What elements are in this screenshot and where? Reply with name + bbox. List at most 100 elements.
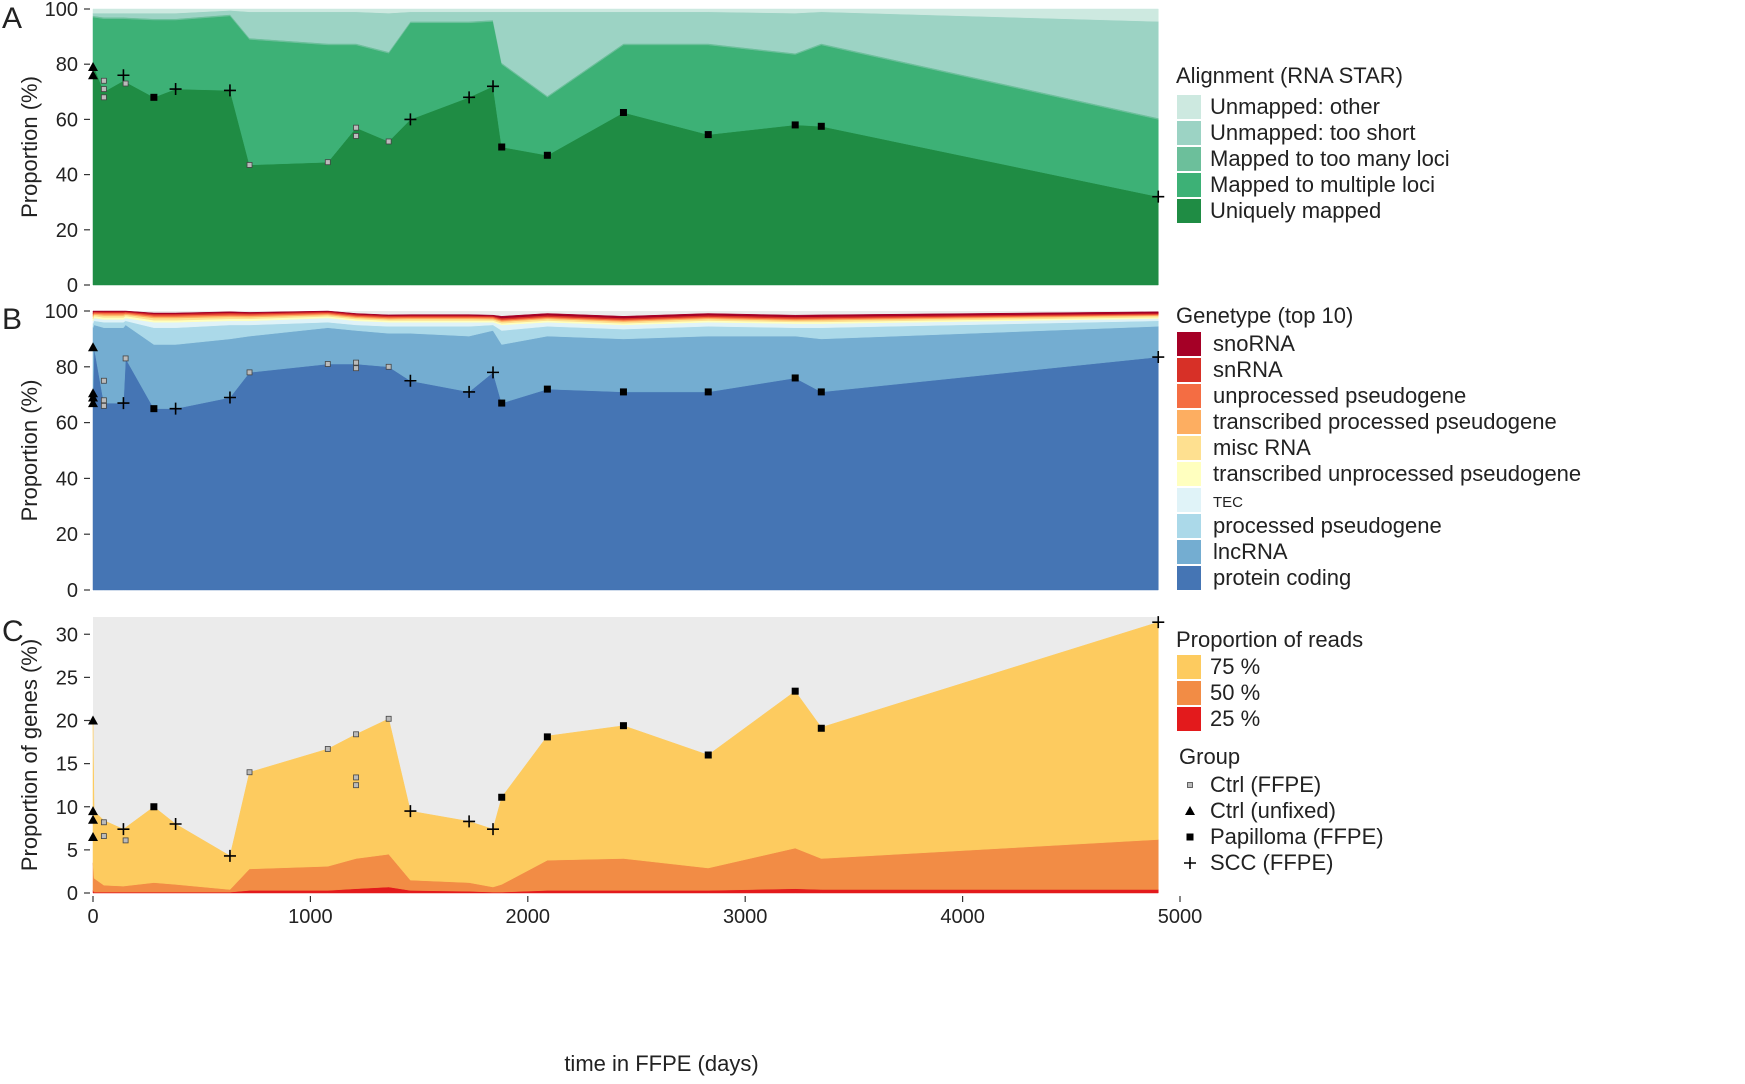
marker-triangle bbox=[88, 398, 98, 408]
marker-plus bbox=[169, 402, 182, 415]
marker-plus bbox=[117, 397, 130, 410]
x-tick-label: 3000 bbox=[723, 906, 768, 928]
marker-square bbox=[543, 733, 551, 741]
y-tick-label: 80 bbox=[56, 357, 78, 379]
marker-ctrl-ffpe bbox=[100, 402, 107, 409]
legend-swatch-mapped-to-too-many-loci bbox=[1177, 147, 1201, 171]
marker-triangle bbox=[88, 831, 98, 841]
marker-plus bbox=[404, 374, 417, 387]
y-tick-label: 15 bbox=[56, 754, 78, 776]
y-axis-title: Proportion (%) bbox=[17, 380, 42, 522]
panel-b: 0 20 40 60 80 100 Proportion (%) B Genetype (top… bbox=[2, 301, 1581, 602]
marker-plus bbox=[1152, 190, 1165, 203]
y-tick-label: 20 bbox=[56, 711, 78, 733]
marker-plus bbox=[117, 69, 130, 82]
marker-ctrl-ffpe bbox=[100, 94, 107, 101]
y-tick-label: 100 bbox=[45, 0, 78, 21]
marker-plus bbox=[169, 818, 182, 830]
marker-ctrl-ffpe bbox=[100, 833, 107, 839]
panel-letter: C bbox=[2, 615, 24, 648]
marker-triangle bbox=[88, 814, 98, 824]
marker-ctrl-ffpe bbox=[385, 138, 392, 145]
marker-ctrl-ffpe bbox=[122, 80, 129, 87]
area-snorna bbox=[92, 310, 1159, 319]
marker-square bbox=[619, 722, 627, 730]
legend-title: Genetype (top 10) bbox=[1176, 303, 1353, 328]
marker-square bbox=[704, 388, 712, 396]
legend-a: Alignment (RNA STAR) Unmapped: otherUnmap… bbox=[1176, 63, 1450, 223]
marker-square bbox=[817, 122, 825, 130]
y-tick-label: 0 bbox=[67, 275, 78, 297]
y-tick-label: 0 bbox=[67, 883, 78, 905]
y-tick-label: 20 bbox=[56, 524, 78, 546]
marker-plus bbox=[487, 80, 500, 93]
marker-plus bbox=[169, 83, 182, 96]
marker-square bbox=[817, 388, 825, 396]
marker-ctrl-ffpe bbox=[100, 77, 107, 84]
legend-swatch-snrna bbox=[1177, 358, 1201, 382]
marker-ctrl-ffpe bbox=[246, 369, 253, 376]
marker-square bbox=[619, 109, 627, 116]
marker-ctrl-ffpe bbox=[100, 377, 107, 384]
marker-square bbox=[150, 405, 158, 413]
marker-ctrl-ffpe bbox=[353, 365, 359, 372]
marker-ctrl-ffpe bbox=[324, 746, 331, 752]
legend-swatch-50 bbox=[1177, 681, 1201, 705]
legend-b: Genetype (top 10) snoRNAsnRNAunprocessed … bbox=[1176, 303, 1581, 590]
y-tick-label: 0 bbox=[67, 580, 78, 602]
marker-triangle bbox=[88, 806, 98, 816]
legend-label-tec: TEC bbox=[1213, 494, 1243, 511]
marker-square bbox=[498, 793, 506, 801]
marker-ctrl-ffpe bbox=[100, 86, 107, 92]
marker-ctrl-ffpe bbox=[385, 363, 392, 370]
legend-label-unprocessed-pseudogene: unprocessed pseudogene bbox=[1213, 383, 1466, 408]
marker-plus bbox=[1152, 351, 1165, 364]
marker-ctrl-ffpe bbox=[122, 837, 129, 844]
marker-plus bbox=[487, 366, 500, 379]
legend-symbol-square bbox=[1186, 833, 1194, 841]
marker-square bbox=[150, 803, 158, 811]
marker-square bbox=[619, 388, 627, 396]
legend-swatch-transcribed-processed-pseudogene bbox=[1177, 410, 1201, 434]
marker-square bbox=[791, 121, 799, 129]
legend-swatch-snorna bbox=[1177, 332, 1201, 356]
panel-c: 0 5 10 15 20 25 30 Proportion of genes (%)C 0 100… bbox=[2, 615, 1363, 1076]
marker-square bbox=[791, 687, 799, 695]
marker-square bbox=[704, 751, 712, 759]
marker-triangle bbox=[88, 342, 98, 352]
marker-ctrl-ffpe bbox=[353, 133, 359, 139]
marker-ctrl-ffpe bbox=[246, 769, 253, 776]
area-unmapped-other bbox=[92, 8, 1159, 22]
panel-letter: A bbox=[2, 2, 22, 35]
legend-label-protein-coding: protein coding bbox=[1213, 565, 1351, 590]
legend-swatch-unmapped-too-short bbox=[1177, 121, 1201, 145]
legend-label-25: 25 % bbox=[1210, 706, 1260, 731]
legend-swatch-misc-rna bbox=[1177, 436, 1201, 460]
legend-label-transcribed-unprocessed-pseudogene: transcribed unprocessed pseudogene bbox=[1213, 461, 1581, 486]
panel-letter: B bbox=[2, 303, 22, 336]
legend-swatch-unprocessed-pseudogene bbox=[1177, 384, 1201, 408]
legend-label-processed-pseudogene: processed pseudogene bbox=[1213, 513, 1442, 538]
legend-symbol-ctrl-ffpe bbox=[1187, 782, 1193, 788]
legend-label-papilloma-ffpe: Papilloma (FFPE) bbox=[1210, 824, 1384, 849]
marker-square bbox=[791, 374, 799, 382]
marker-ctrl-ffpe bbox=[353, 359, 359, 366]
marker-plus bbox=[117, 823, 130, 836]
legend-swatch-uniquely-mapped bbox=[1177, 199, 1201, 223]
y-tick-label: 25 bbox=[56, 667, 78, 689]
legend-swatch-75 bbox=[1177, 655, 1201, 679]
legend-label-transcribed-processed-pseudogene: transcribed processed pseudogene bbox=[1213, 409, 1557, 434]
marker-plus bbox=[1152, 616, 1165, 629]
marker-plus bbox=[223, 391, 236, 404]
legend-label-uniquely-mapped: Uniquely mapped bbox=[1210, 198, 1381, 223]
legend-swatch-processed-pseudogene bbox=[1177, 514, 1201, 538]
marker-plus bbox=[463, 815, 476, 828]
marker-ctrl-ffpe bbox=[246, 162, 253, 168]
marker-ctrl-ffpe bbox=[100, 819, 107, 826]
legend-label-misc-rna: misc RNA bbox=[1213, 435, 1311, 460]
marker-plus bbox=[487, 823, 500, 836]
marker-plus bbox=[223, 849, 236, 862]
x-tick-label: 2000 bbox=[506, 906, 551, 928]
